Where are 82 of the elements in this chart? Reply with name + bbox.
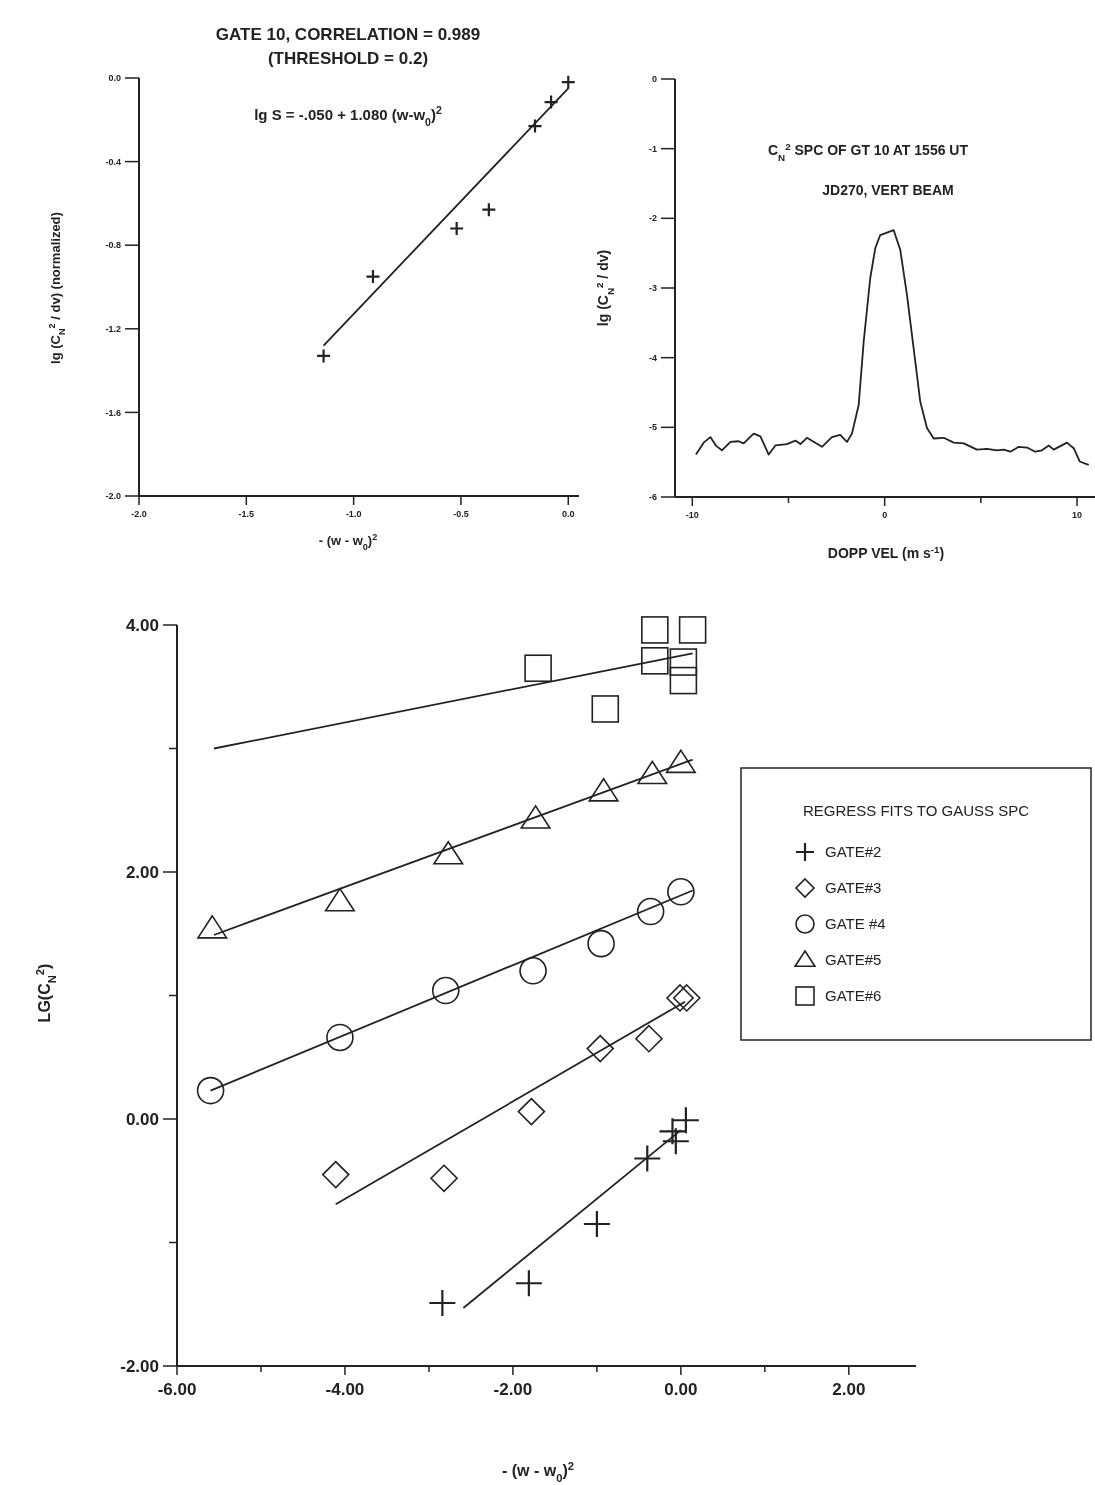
y-tick-label: 4.00 xyxy=(125,615,159,635)
x-tick-label: -6.00 xyxy=(157,1380,197,1399)
point xyxy=(519,957,547,985)
point xyxy=(641,647,669,675)
legend-label: GATE#2 xyxy=(825,843,882,860)
y-tick-label: -0.8 xyxy=(105,240,121,251)
point xyxy=(433,840,464,865)
y-tick-label: -2.00 xyxy=(120,1356,159,1376)
x-axis-title: - (w - w$_{0}$)$^{2}$ xyxy=(501,1460,575,1484)
x-tick-label: -1.0 xyxy=(345,509,362,519)
point xyxy=(586,1034,615,1063)
legend-label: GATE#3 xyxy=(825,879,882,896)
y-tick-label: 0 xyxy=(651,74,657,85)
point xyxy=(591,695,620,723)
point xyxy=(659,1118,686,1145)
x-tick-label: 0.00 xyxy=(664,1380,698,1399)
point xyxy=(672,984,701,1012)
point xyxy=(324,887,356,912)
point xyxy=(517,1097,546,1126)
point xyxy=(482,203,496,217)
legend-label: GATE#5 xyxy=(825,951,882,968)
point xyxy=(669,666,698,695)
y-tick-label: -1 xyxy=(648,143,657,154)
point xyxy=(583,1210,610,1237)
y-tick-label: -2.0 xyxy=(105,491,121,502)
y-tick-label: -0.4 xyxy=(105,156,121,167)
point xyxy=(317,349,331,363)
point xyxy=(636,897,665,926)
legend-label: GATE#6 xyxy=(825,987,882,1004)
point xyxy=(635,1024,663,1053)
x-tick-label: -10 xyxy=(685,510,699,520)
point xyxy=(634,1145,661,1172)
y-tick-label: -3 xyxy=(648,283,657,294)
x-tick-label: -2.00 xyxy=(493,1380,533,1399)
annotation: JD270, VERT BEAM xyxy=(822,182,954,198)
point xyxy=(672,1107,699,1134)
point xyxy=(588,777,619,802)
point xyxy=(430,1164,458,1193)
x-axis-title: - (w - w$_{0}$)$^{2}$ xyxy=(318,532,378,552)
point xyxy=(326,1023,354,1052)
point xyxy=(678,616,707,644)
legend-label: GATE #4 xyxy=(825,915,886,932)
point xyxy=(321,1160,350,1189)
y-tick-label: 2.00 xyxy=(125,862,159,882)
point xyxy=(587,929,615,958)
chart-subtitle: (THRESHOLD = 0.2) xyxy=(267,49,429,68)
x-tick-label: 0.0 xyxy=(562,509,575,519)
x-tick-label: -1.5 xyxy=(238,509,255,519)
point xyxy=(450,221,464,235)
x-tick-label: 0 xyxy=(882,510,888,520)
point xyxy=(641,616,669,644)
chart-title: GATE 10, CORRELATION = 0.989 xyxy=(215,25,481,44)
y-tick-label: -6 xyxy=(648,492,657,503)
point xyxy=(665,749,696,774)
line-series xyxy=(695,229,1090,466)
y-tick-label: -1.2 xyxy=(105,323,121,334)
point xyxy=(431,976,460,1005)
point xyxy=(429,1290,456,1317)
y-tick-label: -5 xyxy=(648,422,657,433)
point xyxy=(669,648,698,676)
annotation: C$_{N}$$^{2}$ SPC OF GT 10 AT 1556 UT xyxy=(767,140,969,163)
y-tick-label: 0.00 xyxy=(125,1109,159,1129)
annotation: lg S = -.050 + 1.080 (w-w$_{0}$)$^{2}$ xyxy=(254,104,442,128)
point xyxy=(196,1076,225,1105)
x-axis-title: DOPP VEL (m s$^{-1}$) xyxy=(827,543,945,561)
point xyxy=(667,877,695,906)
x-tick-label: 10 xyxy=(1071,510,1082,520)
point xyxy=(515,1270,542,1297)
x-tick-label: -0.5 xyxy=(453,509,469,519)
point xyxy=(637,760,668,785)
y-tick-label: -2 xyxy=(648,213,657,224)
y-tick-label: 0.0 xyxy=(108,73,121,84)
point xyxy=(524,654,552,683)
legend-title: REGRESS FITS TO GAUSS SPC xyxy=(802,802,1030,819)
x-tick-label: 2.00 xyxy=(832,1380,866,1399)
point xyxy=(520,805,551,829)
point xyxy=(366,270,380,284)
y-tick-label: -4 xyxy=(648,352,657,363)
x-tick-label: -4.00 xyxy=(325,1380,365,1399)
y-tick-label: -1.6 xyxy=(105,407,121,418)
point xyxy=(197,915,228,939)
point xyxy=(561,75,575,89)
